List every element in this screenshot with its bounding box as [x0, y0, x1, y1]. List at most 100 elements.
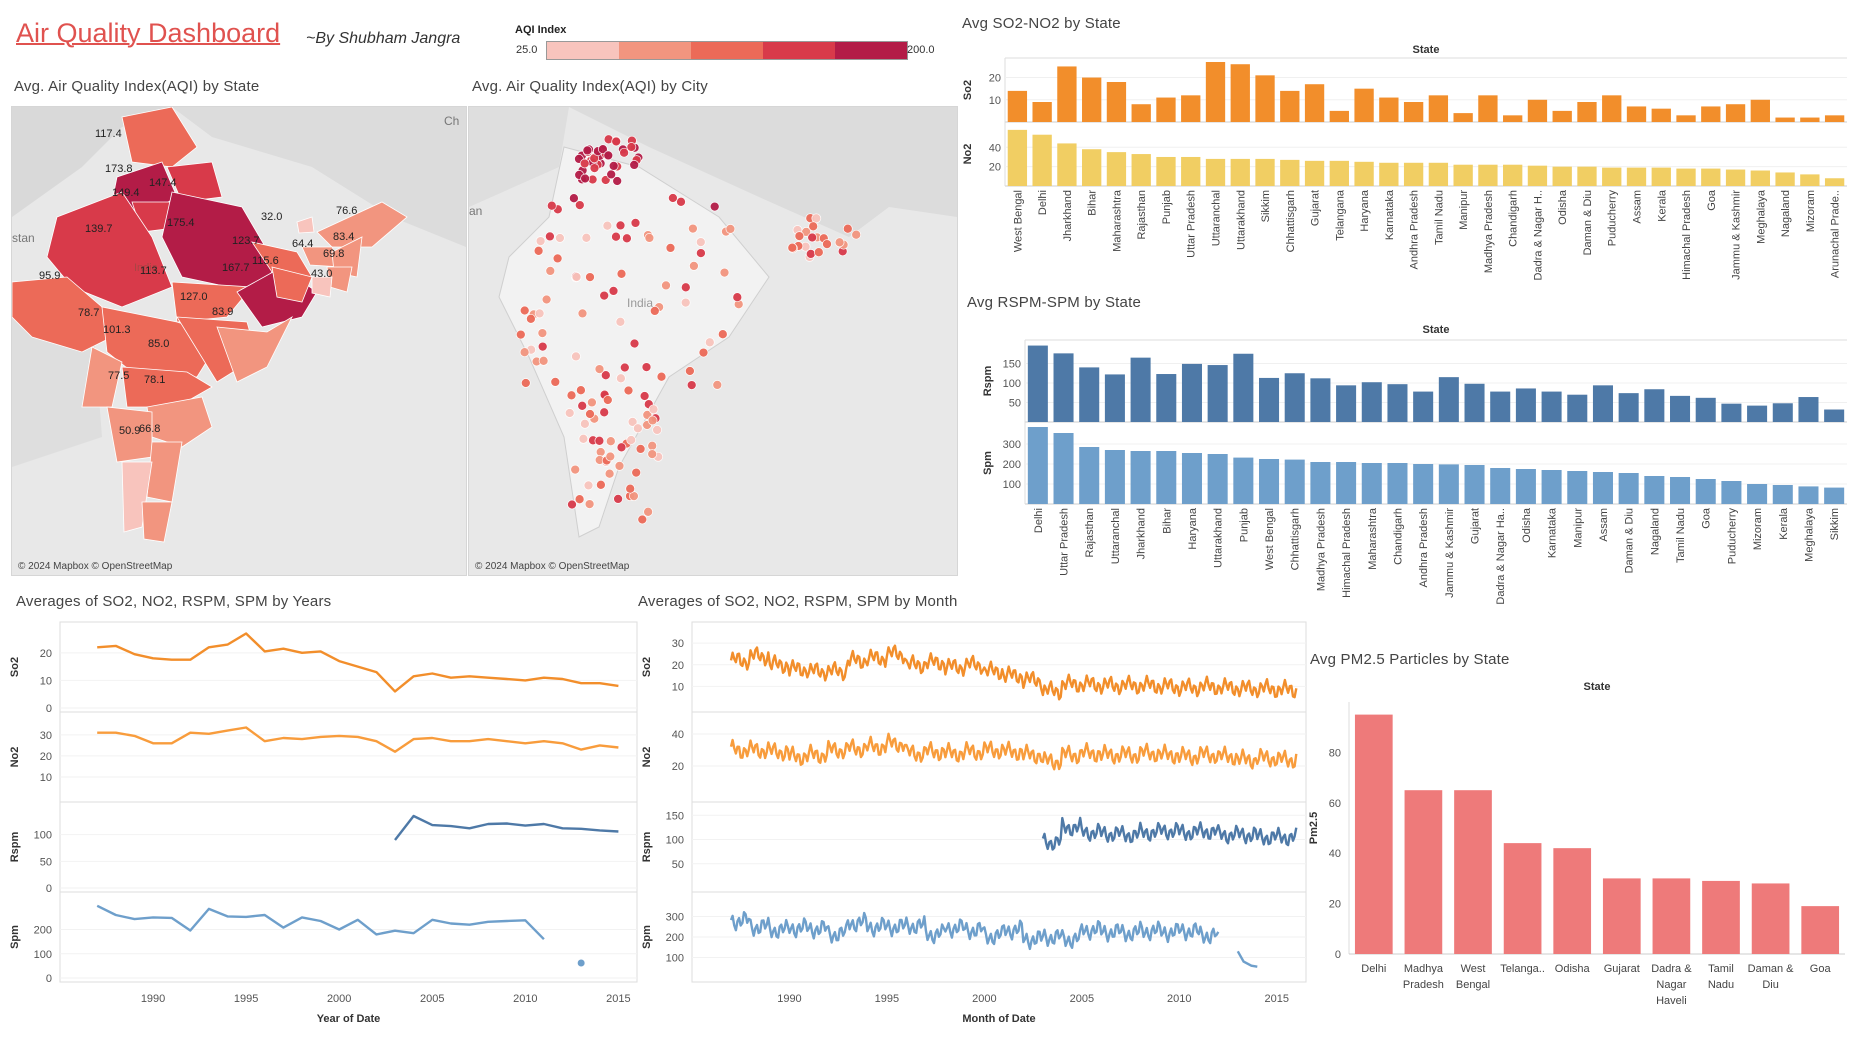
bar [1552, 166, 1572, 186]
x-tick-label: 1990 [777, 993, 801, 1005]
months-line-chart[interactable]: So2 10 20 30 No2 20 40 Rspm 50 100 150 Spm 100 200 300… [632, 616, 1308, 1026]
city-point [615, 220, 626, 231]
y-tick-label: 20 [672, 761, 684, 773]
bar [1602, 95, 1622, 122]
map-land-region [469, 107, 569, 207]
city-point [712, 380, 723, 390]
state-aqi-label: 83.4 [333, 231, 354, 243]
x-tick-label: Assam [1598, 508, 1610, 542]
map-place-label: an [469, 204, 482, 218]
bar [1800, 117, 1820, 122]
city-aqi-map[interactable]: an India © 2024 Mapbox © OpenStreetMap [468, 106, 958, 576]
city-point [647, 440, 658, 451]
bar [1503, 164, 1523, 186]
aqi-legend-scale[interactable] [546, 41, 908, 60]
city-map-canvas[interactable]: an India © 2024 Mapbox © OpenStreetMap [469, 107, 957, 575]
y-axis-title: Spm [641, 925, 653, 949]
bar [1205, 158, 1226, 186]
rspm-spm-title: Avg RSPM-SPM by State [967, 294, 1141, 311]
city-point [596, 479, 606, 490]
city-point [574, 200, 585, 210]
city-point [661, 280, 671, 291]
city-point [546, 200, 557, 211]
state-aqi-label: 32.0 [261, 211, 282, 223]
y-tick-label: 0 [46, 703, 52, 715]
bar [1464, 383, 1485, 422]
bar [1387, 463, 1408, 504]
city-point [541, 294, 552, 305]
series-line [1041, 816, 1298, 851]
years-line-chart[interactable]: So2 0 10 20 No2 10 20 30 Rspm 0 50 100 Spm 0 100 200 199… [0, 616, 640, 1026]
bar [1104, 374, 1125, 422]
city-point [605, 436, 616, 447]
city-point [794, 231, 805, 241]
city-point [585, 272, 595, 282]
so2-no2-bar-chart[interactable]: State So2 10 20 No2 20 40 West Bengal Delhi Jhark… [955, 38, 1849, 290]
y-axis-title: So2 [962, 80, 974, 100]
city-point [616, 442, 627, 453]
x-tick-label: Goa [1706, 189, 1718, 211]
x-tick-label: 2000 [327, 993, 351, 1005]
bar [1255, 158, 1275, 186]
series-line [97, 632, 619, 693]
state-map-canvas[interactable]: stan Ch India 117.4 173.8 147.4 149.4 139.7 175.… [12, 107, 466, 575]
bar [1181, 156, 1201, 186]
state-map-title: Avg. Air Quality Index(AQI) by State [14, 78, 260, 95]
state-region [12, 276, 113, 353]
state-aqi-label: 139.7 [85, 223, 113, 235]
bar [1403, 102, 1424, 122]
y-axis-title: No2 [962, 144, 974, 165]
bar [1329, 110, 1349, 122]
state-aqi-label: 175.4 [167, 217, 195, 229]
legend-swatch-1 [619, 42, 691, 59]
pm25-bar-chart[interactable]: State Pm2.5 0 20 40 60 80 Delhi Madhya Pradesh Wes… [1305, 672, 1849, 1012]
city-point [625, 483, 636, 494]
state-aqi-label: 76.6 [336, 205, 357, 217]
x-tick-label: Rajasthan [1136, 190, 1148, 240]
bar [1824, 178, 1845, 186]
city-point [584, 499, 595, 509]
x-tick-label: Delhi [1033, 508, 1045, 533]
city-point [602, 220, 613, 231]
bar [1280, 159, 1300, 186]
bar [1413, 464, 1434, 504]
city-point [569, 193, 579, 204]
state-aqi-map[interactable]: stan Ch India 117.4 173.8 147.4 149.4 139.7 175.… [11, 106, 467, 576]
x-axis-title: State [1423, 324, 1450, 336]
bar [1721, 481, 1742, 504]
x-tick-label: Bihar [1087, 190, 1099, 216]
x-tick-label: Rajasthan [1084, 508, 1096, 558]
x-tick-label: Goa [1810, 963, 1832, 975]
x-tick-label: Daman & Diu [1624, 508, 1636, 573]
city-point [574, 494, 585, 505]
bar [1057, 66, 1077, 122]
city-point [613, 494, 623, 504]
y-tick-label: 0 [46, 883, 52, 895]
map-place-label: India [134, 262, 159, 274]
author-byline: ~By Shubham Jangra [306, 30, 461, 47]
x-tick-label: Himachal Pradesh [1681, 190, 1693, 280]
x-tick-label: Uttarakhand [1213, 508, 1225, 568]
city-point [571, 351, 581, 362]
pm25-title: Avg PM2.5 Particles by State [1310, 651, 1510, 668]
bar [1490, 391, 1511, 422]
y-tick-label: 100 [666, 952, 684, 964]
y-tick-label: 10 [40, 772, 52, 784]
y-axis-title: No2 [641, 747, 653, 768]
bar [1801, 906, 1840, 954]
bar [1057, 143, 1077, 186]
city-point [538, 355, 549, 366]
x-tick-label: Andhra Pradesh [1418, 508, 1430, 588]
city-point [851, 229, 862, 240]
bar [1478, 95, 1498, 122]
x-tick-label: 1995 [234, 993, 258, 1005]
state-aqi-label: 123.7 [232, 235, 260, 247]
rspm-spm-bar-chart[interactable]: State Rspm 50 100 150 Spm 100 200 300 Delhi Uttar … [955, 318, 1849, 618]
city-point [813, 247, 824, 258]
y-tick-label: 300 [666, 911, 684, 923]
city-point [615, 316, 626, 327]
x-axis-title: State [1413, 44, 1440, 56]
x-tick-label: Andhra Pradesh [1409, 190, 1421, 270]
city-point [644, 233, 655, 243]
x-tick-label: Puducherry [1607, 190, 1619, 247]
